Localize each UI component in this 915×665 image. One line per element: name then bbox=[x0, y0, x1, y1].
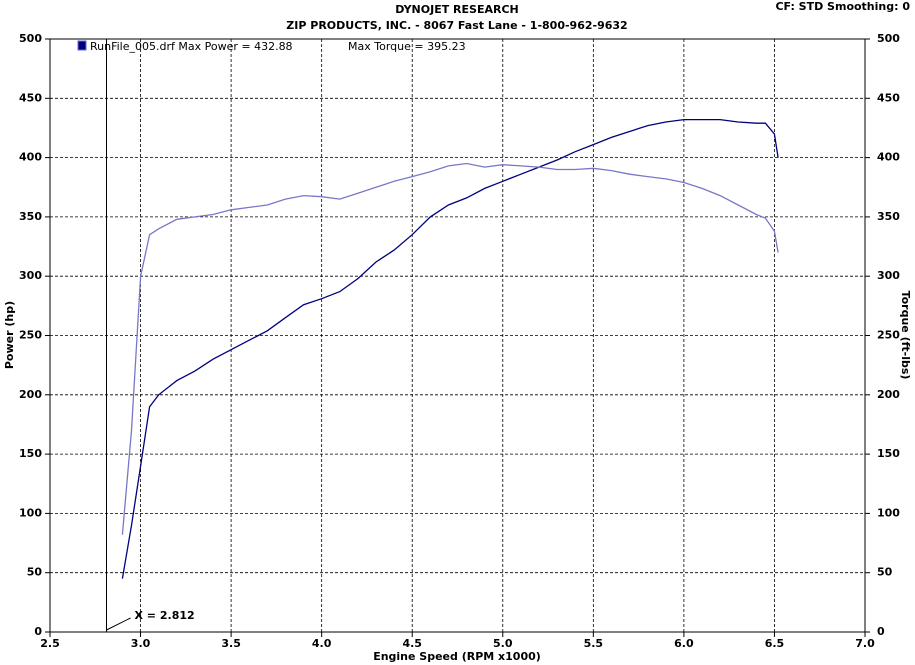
y2-tick-label: 200 bbox=[877, 388, 900, 401]
y2-tick-label: 500 bbox=[877, 32, 900, 45]
header-note: CF: STD Smoothing: 0 bbox=[775, 0, 910, 13]
legend-swatch bbox=[77, 40, 87, 51]
y2-tick-label: 50 bbox=[877, 566, 893, 579]
y-axis-label: Power (hp) bbox=[3, 301, 16, 369]
y-tick-label: 500 bbox=[19, 32, 42, 45]
x-tick-label: 6.5 bbox=[765, 637, 785, 650]
y2-tick-label: 0 bbox=[877, 625, 885, 638]
y2-tick-label: 350 bbox=[877, 210, 900, 223]
y-tick-label: 250 bbox=[19, 329, 42, 342]
y2-tick-label: 300 bbox=[877, 269, 900, 282]
legend-entry: RunFile_005.drf Max Power = 432.88 bbox=[90, 40, 293, 53]
cursor-label: X = 2.812 bbox=[135, 609, 195, 622]
chart-title: DYNOJET RESEARCH bbox=[395, 3, 518, 16]
y2-tick-label: 250 bbox=[877, 329, 900, 342]
y2-tick-label: 150 bbox=[877, 447, 900, 460]
x-tick-label: 4.0 bbox=[312, 637, 332, 650]
chart-subtitle: ZIP PRODUCTS, INC. - 8067 Fast Lane - 1-… bbox=[286, 19, 627, 32]
y2-tick-label: 100 bbox=[877, 506, 900, 519]
y2-axis-label: Torque (ft-lbs) bbox=[899, 291, 912, 380]
x-axis-label: Engine Speed (RPM x1000) bbox=[373, 650, 541, 663]
y-tick-label: 300 bbox=[19, 269, 42, 282]
x-tick-label: 3.0 bbox=[131, 637, 151, 650]
y-tick-label: 150 bbox=[19, 447, 42, 460]
x-tick-label: 6.0 bbox=[674, 637, 694, 650]
y-tick-label: 0 bbox=[34, 625, 42, 638]
x-tick-label: 4.5 bbox=[402, 637, 422, 650]
y-tick-label: 450 bbox=[19, 91, 42, 104]
x-tick-label: 7.0 bbox=[855, 637, 875, 650]
series-line bbox=[121, 118, 779, 579]
x-tick-label: 5.0 bbox=[493, 637, 513, 650]
y-tick-label: 400 bbox=[19, 151, 42, 164]
y-tick-label: 200 bbox=[19, 388, 42, 401]
y-tick-label: 350 bbox=[19, 210, 42, 223]
y2-tick-label: 450 bbox=[877, 91, 900, 104]
x-tick-label: 2.5 bbox=[40, 637, 60, 650]
cursor-pointer bbox=[106, 617, 131, 631]
x-tick-label: 3.5 bbox=[221, 637, 241, 650]
y-tick-label: 50 bbox=[27, 566, 43, 579]
y2-tick-label: 400 bbox=[877, 151, 900, 164]
y-tick-label: 100 bbox=[19, 506, 42, 519]
legend-entry: Max Torque = 395.23 bbox=[348, 40, 466, 53]
series-line bbox=[121, 162, 779, 535]
x-tick-label: 5.5 bbox=[584, 637, 604, 650]
